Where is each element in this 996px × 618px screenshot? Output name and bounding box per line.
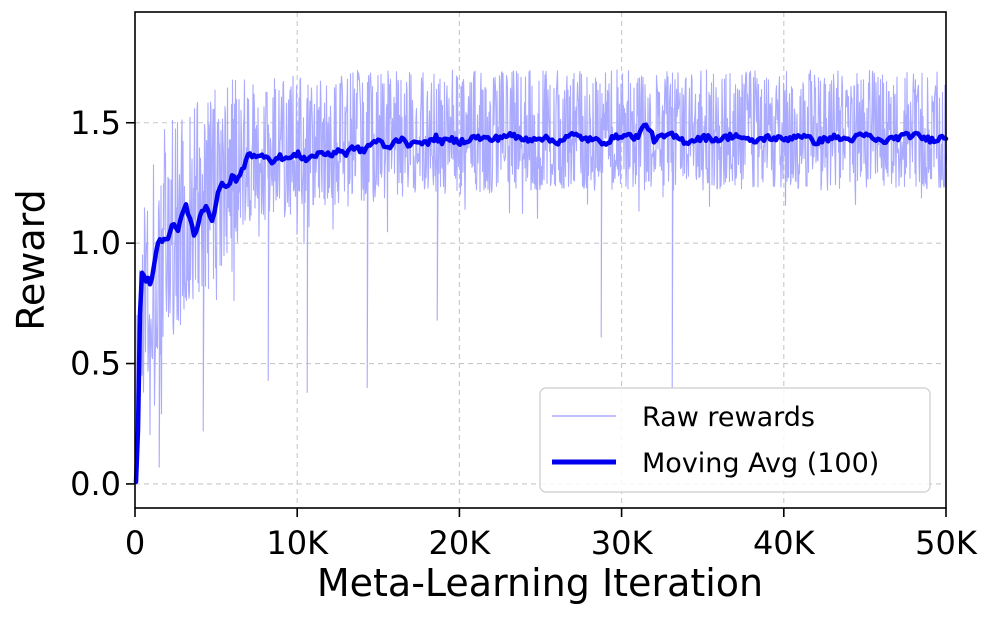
plot-frame bbox=[134, 11, 947, 509]
x-axis-title: Meta-Learning Iteration bbox=[317, 561, 763, 605]
y-tick-label: 1.0 bbox=[70, 224, 121, 262]
y-tick-label: 0.5 bbox=[70, 345, 121, 383]
x-tick-label: 40K bbox=[753, 524, 816, 562]
x-tick-label: 10K bbox=[266, 524, 329, 562]
legend-box bbox=[539, 387, 931, 493]
x-tick-label: 20K bbox=[429, 524, 492, 562]
y-axis-title: Reward bbox=[9, 189, 53, 331]
ticks: 0 10K 20K 30K 40K 50K 0.0 0.5 1.0 1.5 bbox=[70, 104, 978, 562]
legend-label-avg: Moving Avg (100) bbox=[642, 448, 879, 479]
legend-label-raw: Raw rewards bbox=[642, 402, 815, 433]
x-tick-label: 30K bbox=[591, 524, 654, 562]
y-tick-label: 0.0 bbox=[70, 465, 121, 503]
x-tick-label: 0 bbox=[125, 524, 145, 562]
x-tick-label: 50K bbox=[915, 524, 978, 562]
moving-avg-series bbox=[133, 122, 949, 485]
moving-avg-line bbox=[133, 122, 949, 485]
legend: Raw rewards Moving Avg (100) bbox=[539, 387, 931, 493]
y-tick-label: 1.5 bbox=[70, 104, 121, 142]
